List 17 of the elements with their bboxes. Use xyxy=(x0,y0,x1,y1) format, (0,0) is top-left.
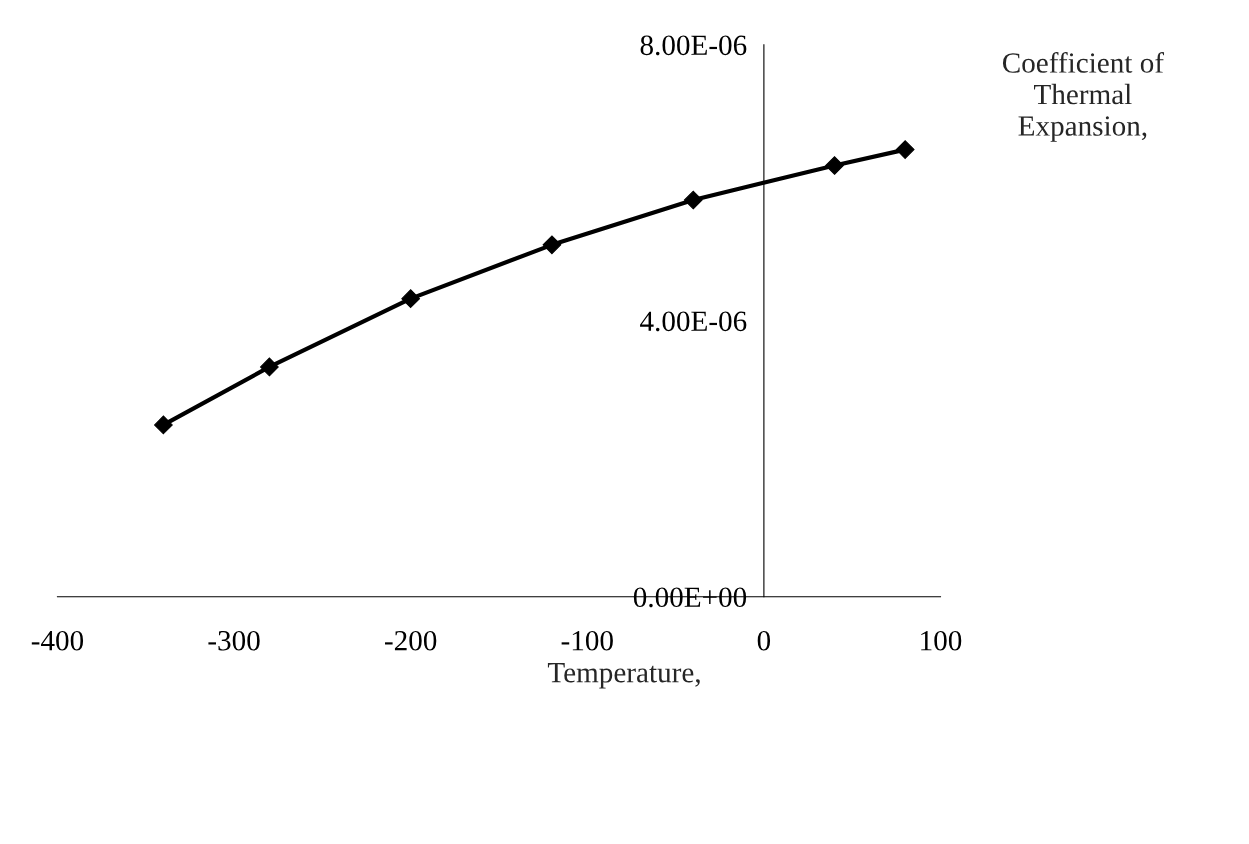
point xyxy=(260,357,279,377)
x-tick-label: -200 xyxy=(385,630,437,651)
y-tick-label: 8.00E-06 xyxy=(640,35,747,56)
point xyxy=(683,190,703,210)
x-tick-label: 0 xyxy=(757,630,771,651)
point xyxy=(825,156,844,175)
x-tick-label: -400 xyxy=(31,630,84,651)
y-axis-title: Coefficient of Thermal Expansion, xyxy=(1002,52,1165,142)
point xyxy=(154,415,173,435)
x-axis-title: Temperature, xyxy=(547,663,700,689)
y-tick-label: 4.00E-06 xyxy=(640,311,747,332)
x-tick-label: -300 xyxy=(208,630,260,651)
point xyxy=(542,235,562,255)
x-tick-label: -100 xyxy=(561,630,613,651)
x-tick-label: 100 xyxy=(921,630,962,651)
point xyxy=(401,289,421,308)
point xyxy=(895,140,915,159)
